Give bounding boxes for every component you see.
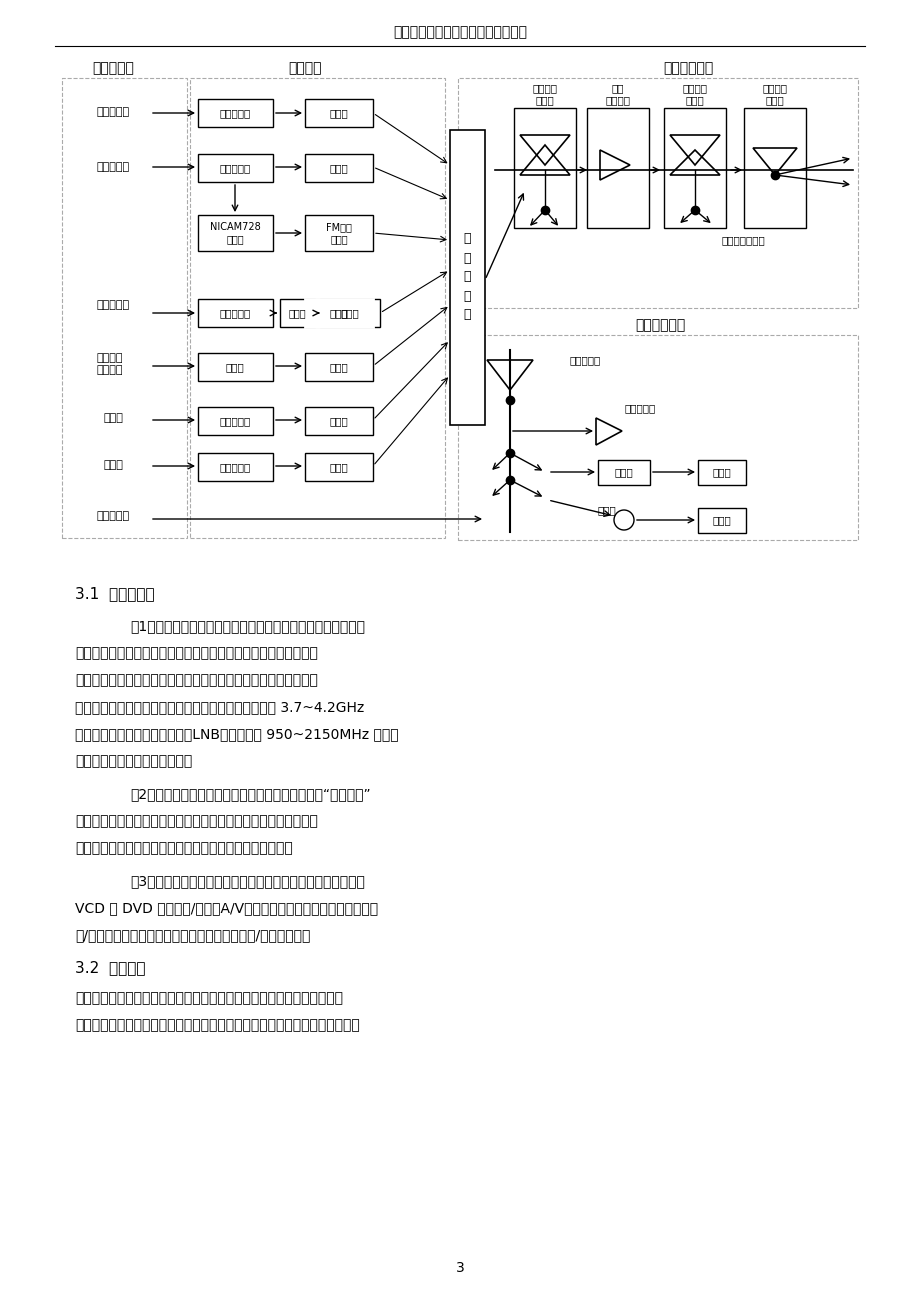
Text: 星地面接收站比较简单，例如用抛物面天线将卡星下行 3.7~4.2GHz: 星地面接收站比较简单，例如用抛物面天线将卡星下行 3.7~4.2GHz — [75, 700, 364, 713]
Bar — [449, 130, 484, 424]
Text: 开路电视
接收天线: 开路电视 接收天线 — [96, 353, 123, 375]
Bar — [62, 78, 187, 538]
Bar — [198, 299, 273, 327]
Text: 调制器: 调制器 — [329, 462, 348, 473]
Bar — [698, 508, 745, 533]
Text: （2）　由当地电视台的电视塔发送的电视信号称为“开路信号”: （2） 由当地电视台的电视塔发送的电视信号称为“开路信号” — [130, 786, 370, 801]
Text: 卫星接收机: 卫星接收机 — [219, 108, 250, 118]
Text: 音/视频信号；或者是由采访车的摄像机输出的音/视频信号等。: 音/视频信号；或者是由采访车的摄像机输出的音/视频信号等。 — [75, 928, 310, 943]
Text: 干线
放大器站: 干线 放大器站 — [605, 83, 630, 104]
Text: 终端桥接
输出站: 终端桥接 输出站 — [762, 83, 787, 104]
Bar — [305, 299, 372, 327]
Bar — [305, 408, 372, 435]
Bar — [198, 99, 273, 128]
Text: 摄像机: 摄像机 — [103, 413, 123, 423]
Text: 选台器: 选台器 — [614, 467, 632, 477]
Text: 调制器: 调制器 — [329, 362, 348, 372]
Text: 卫星接收机: 卫星接收机 — [219, 309, 250, 318]
Text: 频
道
混
合
器: 频 道 混 合 器 — [463, 233, 471, 322]
Text: 调制器: 调制器 — [340, 309, 359, 318]
Text: 电视机: 电视机 — [712, 467, 731, 477]
Text: 干线传输网络: 干线传输网络 — [663, 61, 712, 76]
Text: 卫星地面站: 卫星地面站 — [96, 161, 130, 172]
Bar — [190, 78, 445, 538]
Text: 用户分配网络: 用户分配网络 — [634, 318, 685, 332]
Text: FM广播
调制器: FM广播 调制器 — [325, 223, 352, 243]
Bar — [664, 108, 725, 228]
Text: 需经再处理成为高品质、无干扰的射频电视节目，混合以后再馈入传输网络。: 需经再处理成为高品质、无干扰的射频电视节目，混合以后再馈入传输网络。 — [75, 1018, 359, 1032]
Text: 频道接收天线，即一付天线专门接收某一电视频道的信号。: 频道接收天线，即一付天线专门接收某一电视频道的信号。 — [75, 841, 292, 855]
Bar — [279, 299, 314, 327]
Text: NICAM728
接收机: NICAM728 接收机 — [210, 223, 260, 243]
Text: 卡星电视频道不断增多，我国卡星电视频道也日益丰富，有线电视: 卡星电视频道不断增多，我国卡星电视频道也日益丰富，有线电视 — [75, 646, 318, 660]
Bar — [305, 453, 372, 480]
Bar — [198, 353, 273, 381]
Bar — [514, 108, 575, 228]
Bar — [305, 353, 372, 381]
Bar — [305, 154, 372, 182]
Bar — [743, 108, 805, 228]
Text: 电视机: 电视机 — [712, 516, 731, 525]
Text: 分配放大器: 分配放大器 — [570, 355, 601, 365]
Text: 调制器: 调制器 — [329, 309, 348, 318]
Text: 分配给邻近线路: 分配给邻近线路 — [720, 234, 764, 245]
Text: 录象机: 录象机 — [103, 460, 123, 470]
Bar — [198, 154, 273, 182]
Text: 3.1  接收信号源: 3.1 接收信号源 — [75, 586, 154, 602]
Text: 信号送入卡星电视接收机即可。: 信号送入卡星电视接收机即可。 — [75, 754, 192, 768]
Text: 调制器: 调制器 — [329, 163, 348, 173]
Bar — [320, 299, 380, 327]
Bar — [305, 99, 372, 128]
Bar — [305, 215, 372, 251]
Text: VCD 或 DVD 输出的音/视频（A/V）信号；或由演播室的摄像机输出的: VCD 或 DVD 输出的音/视频（A/V）信号；或由演播室的摄像机输出的 — [75, 901, 378, 915]
Text: 的电视信号经过馈源和高频头（LNB）向下变成 950~2150MHz 的电视: 的电视信号经过馈源和高频头（LNB）向下变成 950~2150MHz 的电视 — [75, 727, 398, 741]
Text: 干线桥接
输出站: 干线桥接 输出站 — [532, 83, 557, 104]
Text: 卫星地面站: 卫星地面站 — [96, 299, 130, 310]
Text: （3）　自办电视节目信号源。这种信号源可以是来自录像机或: （3） 自办电视节目信号源。这种信号源可以是来自录像机或 — [130, 874, 365, 888]
Bar — [305, 299, 372, 327]
Text: 解调器: 解调器 — [225, 362, 244, 372]
Text: 3.2  前端设备: 3.2 前端设备 — [75, 961, 145, 975]
Text: 调制器: 调制器 — [329, 108, 348, 118]
Text: 。开路信号通常采用八木天线接收。用作共用天线时，一般采用单: 。开路信号通常采用八木天线接收。用作共用天线时，一般采用单 — [75, 814, 318, 828]
Text: 接收信号源: 接收信号源 — [92, 61, 134, 76]
Text: 延长放大器: 延长放大器 — [624, 404, 655, 413]
Text: 前端设备: 前端设备 — [288, 61, 322, 76]
Text: 天津大学网络教育学院专科毕业论文: 天津大学网络教育学院专科毕业论文 — [392, 25, 527, 39]
Text: 调制器: 调制器 — [329, 417, 348, 426]
Text: 卫星接收机: 卫星接收机 — [219, 163, 250, 173]
Text: （1）　卡星地面站可接收到的各个卡星电视信号，近年来国外: （1） 卡星地面站可接收到的各个卡星电视信号，近年来国外 — [130, 618, 365, 633]
Text: 分配器: 分配器 — [597, 505, 616, 516]
Bar — [198, 215, 273, 251]
Text: 卫星地面站: 卫星地面站 — [96, 107, 130, 117]
Text: 时基校正器: 时基校正器 — [219, 462, 250, 473]
Text: 中间桥接
输出站: 中间桥接 输出站 — [682, 83, 707, 104]
Bar — [698, 460, 745, 486]
Bar — [198, 453, 273, 480]
Bar — [458, 335, 857, 540]
Bar — [597, 460, 650, 486]
Text: 时基校正器: 时基校正器 — [219, 417, 250, 426]
Bar — [198, 408, 273, 435]
Text: 前端设备是整套有线电视系统的心脏。由各种不同信号源接收的电视信号: 前端设备是整套有线电视系统的心脏。由各种不同信号源接收的电视信号 — [75, 991, 343, 1005]
Bar — [586, 108, 648, 228]
Text: 计算机控制: 计算机控制 — [96, 510, 130, 521]
Text: 3: 3 — [455, 1262, 464, 1275]
Text: 台通常从卡星电视频道接收信号纳入系统送到千家万户。中小型卡: 台通常从卡星电视频道接收信号纳入系统送到千家万户。中小型卡 — [75, 673, 318, 687]
Bar — [458, 78, 857, 309]
Text: 制转器: 制转器 — [288, 309, 305, 318]
